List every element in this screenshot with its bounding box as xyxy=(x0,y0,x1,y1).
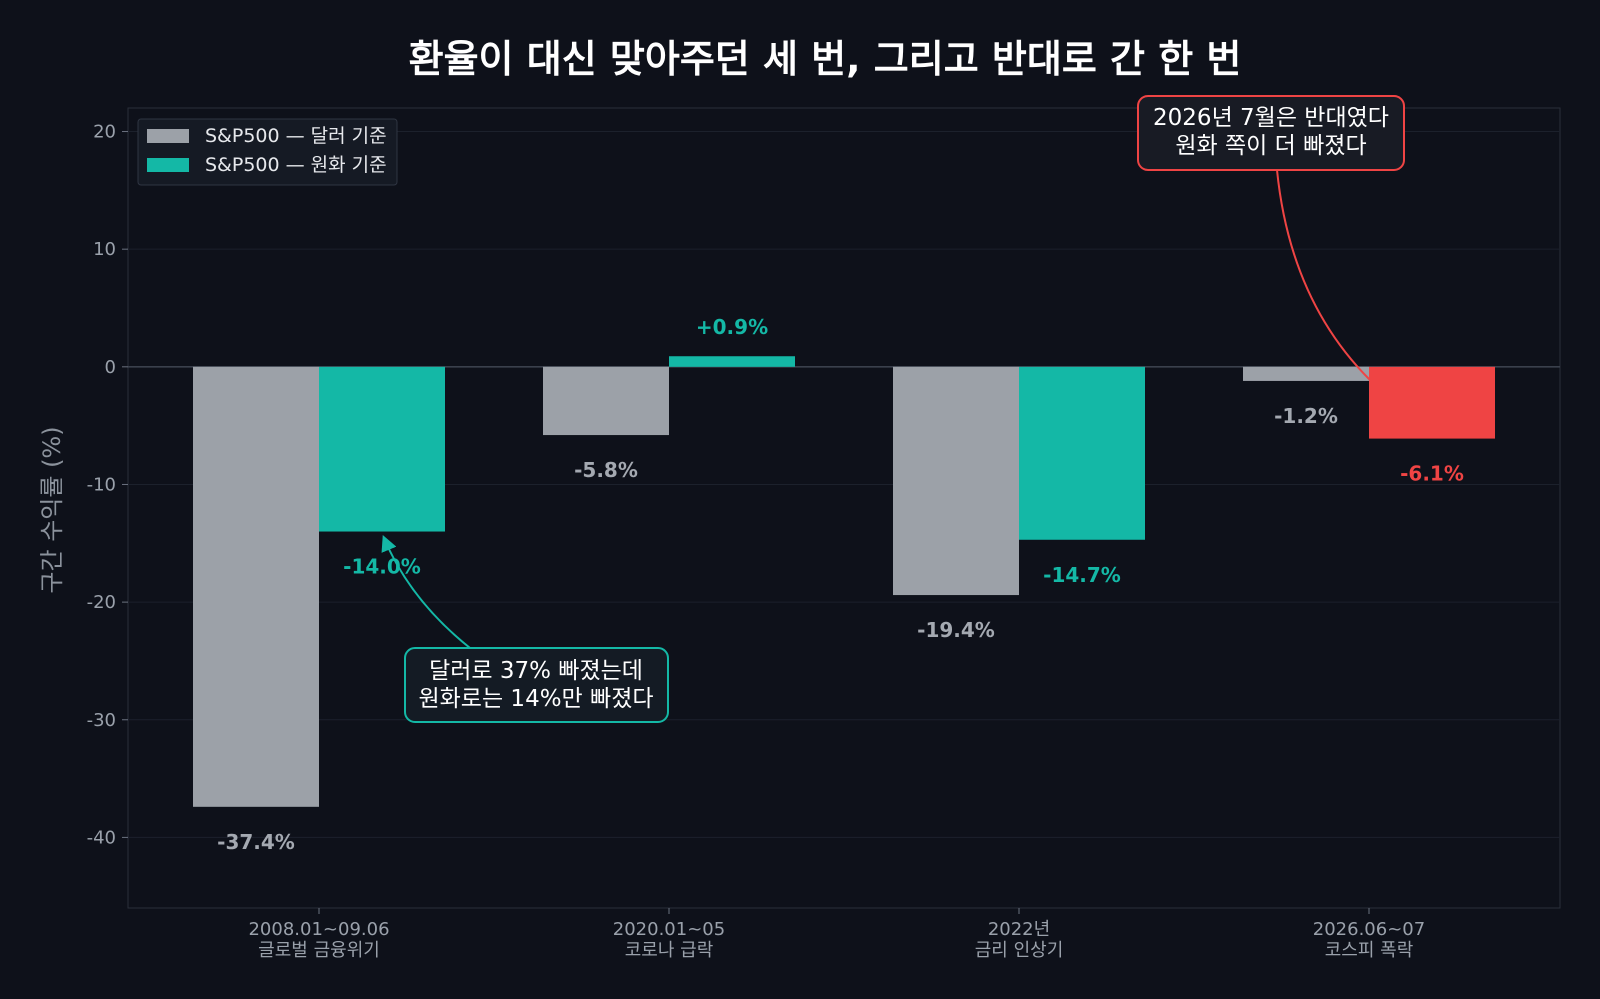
data-label: -5.8% xyxy=(574,458,638,482)
data-label: -19.4% xyxy=(917,618,995,642)
annotation-line xyxy=(1276,169,1371,381)
data-label: -1.2% xyxy=(1274,404,1338,428)
legend xyxy=(137,118,398,186)
y-tick-label: -10 xyxy=(87,474,116,495)
annotation-box xyxy=(404,647,669,723)
x-tick-label-period: 2008.01~09.06 xyxy=(248,919,389,940)
annotation-arrow xyxy=(381,535,471,649)
plot-frame xyxy=(127,107,1561,909)
legend-swatch xyxy=(147,158,189,172)
bar-krw xyxy=(319,366,445,532)
y-tick-label: 0 xyxy=(105,357,116,378)
bar-usd xyxy=(543,366,669,436)
bar-krw xyxy=(669,356,795,367)
y-tick-label: -20 xyxy=(87,592,116,613)
data-label: -14.0% xyxy=(343,555,421,579)
annotation-box xyxy=(1137,95,1405,171)
data-label: +0.9% xyxy=(696,315,768,339)
x-tick-label-name: 코스피 폭락 xyxy=(1325,940,1414,961)
x-tick-label-period: 2026.06~07 xyxy=(1313,919,1425,940)
y-tick-label: 10 xyxy=(93,239,116,260)
y-axis-label: 구간 수익률 (%) xyxy=(38,426,66,593)
bar-usd xyxy=(1243,366,1369,381)
annotation-text: 2026년 7월은 반대였다 xyxy=(1153,105,1389,131)
x-tick-label-name: 코로나 급락 xyxy=(625,940,714,961)
legend-label: S&P500 — 달러 기준 xyxy=(205,125,387,147)
bar-usd xyxy=(193,366,319,807)
data-label: -6.1% xyxy=(1400,462,1464,486)
legend-swatch xyxy=(147,129,189,143)
y-tick-label: 20 xyxy=(93,122,116,143)
bar-krw xyxy=(1369,366,1495,439)
y-tick-label: -30 xyxy=(87,710,116,731)
annotation-text: 원화로는 14%만 빠졌다 xyxy=(418,686,653,712)
x-tick-label-period: 2020.01~05 xyxy=(613,919,725,940)
x-tick-label-name: 글로벌 금융위기 xyxy=(258,940,380,961)
annotation-text: 원화 쪽이 더 빠졌다 xyxy=(1175,133,1366,159)
bar-krw xyxy=(1019,366,1145,540)
annotation-text: 달러로 37% 빠졌는데 xyxy=(429,658,643,684)
legend-label: S&P500 — 원화 기준 xyxy=(205,154,387,176)
bar-usd xyxy=(893,366,1019,596)
data-label: -14.7% xyxy=(1043,563,1121,587)
data-label: -37.4% xyxy=(217,830,295,854)
chart-title: 환율이 대신 맞아주던 세 번, 그리고 반대로 간 한 번 xyxy=(409,37,1242,81)
x-tick-label-period: 2022년 xyxy=(988,919,1050,940)
x-tick-label-name: 금리 인상기 xyxy=(975,940,1064,961)
y-tick-label: -40 xyxy=(87,827,116,848)
